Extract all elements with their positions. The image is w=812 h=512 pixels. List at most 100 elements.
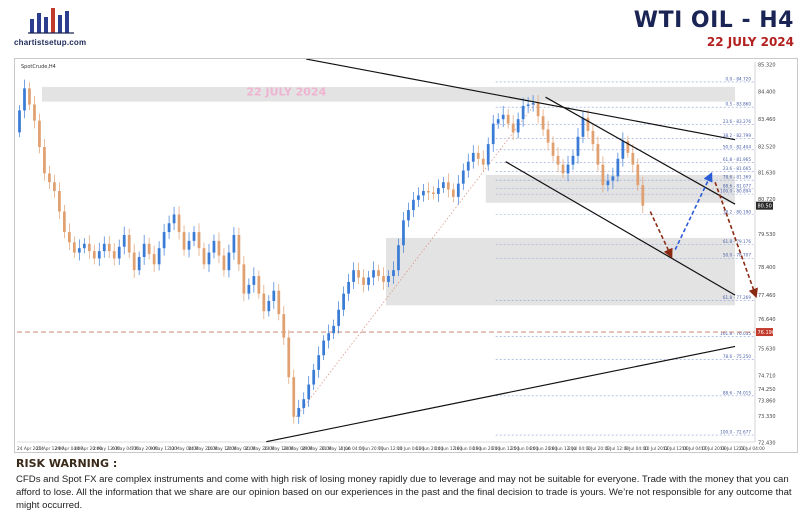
candle-body (566, 164, 570, 174)
candle-body (591, 130, 595, 145)
projection-arrow (714, 181, 758, 299)
candle-body (387, 276, 390, 282)
candle-body (18, 110, 21, 133)
candle-body (267, 300, 271, 312)
fib-level-label: 100.0 - 72.677 (720, 430, 751, 435)
risk-warning-text: CFDs and Spot FX are complex instruments… (16, 474, 792, 511)
x-tick-label: 18 Jun 04:00 (454, 446, 482, 452)
candle-body (127, 234, 131, 253)
chart-symbol: SpotCrude,H4 (21, 64, 56, 70)
y-tick-label: 80.720 (758, 197, 776, 203)
candle-body (417, 195, 420, 200)
candle-body (217, 240, 221, 256)
candle-body (377, 270, 380, 277)
fib-level-label: 61.8 - 79.176 (723, 239, 751, 244)
y-tick-label: 76.640 (758, 317, 776, 323)
candle-body (397, 245, 400, 271)
candle-body (327, 333, 331, 341)
price-chart[interactable]: 22 JULY 2024 0.0 - 84.720 0.5 - 83.860 23.6… (14, 58, 798, 453)
x-tick-label: 29 Apr 04:00 (55, 446, 83, 452)
candle-body (187, 240, 191, 250)
fib-level-label: 23.6 - 83.276 (723, 119, 751, 124)
fib-level-label: 78.6 - 81.369 (723, 175, 751, 180)
candle-body (496, 119, 500, 124)
candle-body (77, 248, 81, 253)
x-tick-label: 5 Jun 20:00 (359, 446, 384, 452)
candle-body (551, 142, 555, 156)
page-date: 22 JULY 2024 (706, 35, 794, 49)
candle-body (167, 223, 171, 233)
candle-body (38, 120, 41, 148)
x-tick-label: 7 May 20:00 (131, 446, 158, 452)
y-tick-label: 73.330 (758, 414, 776, 420)
candle-body (122, 234, 126, 247)
x-tick-label: 11 Jun 04:00 (397, 446, 425, 452)
candle-body (571, 155, 575, 165)
page-title: WTI OIL - H4 (633, 8, 794, 33)
x-tick-label: 12 Jul 12:00 (663, 446, 689, 452)
candle-body (466, 161, 470, 171)
candle-body (456, 183, 460, 197)
x-tick-label: 29 May 20:00 (302, 446, 332, 452)
x-tick-label: 13 May 04:00 (169, 446, 199, 452)
candle-body (576, 136, 580, 156)
red-level-marker (756, 328, 773, 337)
candle-body (92, 251, 96, 259)
candle-body (177, 214, 181, 233)
x-tick-label: 3 Jul 20:00 (587, 446, 610, 452)
candle-body (586, 117, 590, 131)
y-tick-label: 72.430 (758, 440, 776, 446)
last-price-label: 80.50 (758, 204, 772, 210)
y-tick-label: 74.250 (758, 387, 776, 393)
zone-rect (386, 237, 736, 306)
candle-body (501, 114, 505, 120)
trendline (545, 96, 736, 205)
x-tick-label: 14 Jun 12:00 (435, 446, 463, 452)
x-tick-label: 17 Jul 20:00 (701, 446, 727, 452)
y-tick-label: 83.460 (758, 117, 776, 123)
candle-body (621, 141, 625, 159)
x-tick-label: 25 Apr 12:00 (36, 446, 64, 452)
x-tick-label: 2 May 12:00 (93, 446, 120, 452)
fib-level-label: 100.0 - 80.894 (720, 189, 751, 194)
candle-body (157, 248, 161, 265)
x-tick-label: 7 Jun 12:00 (378, 446, 403, 452)
fib-level-label: 50.0 - 78.707 (723, 253, 751, 258)
candle-body (117, 246, 121, 259)
candle-body (132, 252, 136, 271)
candle-body (631, 152, 635, 165)
candle-body (102, 243, 106, 252)
fib-level-label: 61.8 - 77.269 (723, 295, 751, 300)
y-tick-label: 82.520 (758, 144, 776, 150)
candle-body (142, 243, 146, 257)
candle-body (427, 191, 430, 193)
fib-level-label: 161.8 - 76.035 (720, 331, 751, 336)
candle-body (33, 104, 36, 121)
candle-body (422, 191, 425, 196)
fib-level-label: 88.6 - 81.077 (723, 183, 751, 188)
logo-bars-icon (28, 8, 74, 34)
projection-arrow (674, 172, 713, 250)
fib-level-label: 0.5 - 83.860 (726, 102, 752, 107)
x-tick-label: 19 Jun 20:00 (473, 446, 501, 452)
candle-body (606, 180, 610, 186)
candle-body (362, 277, 365, 285)
x-tick-label: 28 May 04:00 (283, 446, 313, 452)
candle-body (461, 170, 465, 184)
candle-body (541, 116, 545, 130)
candle-body (257, 276, 261, 294)
projection-arrow (649, 211, 673, 259)
candle-body (561, 164, 565, 174)
candle-body (247, 284, 251, 294)
brand-logo: chartistsetup.com (14, 5, 94, 51)
candle-body (511, 123, 515, 133)
candle-body (162, 232, 166, 249)
candle-body (526, 104, 530, 106)
candle-body (491, 123, 495, 145)
candle-body (441, 182, 445, 189)
candle-body (287, 337, 291, 378)
candle-body (137, 256, 141, 271)
candle-body (232, 234, 236, 253)
candle-body (182, 232, 186, 250)
y-tick-label: 79.530 (758, 232, 776, 238)
